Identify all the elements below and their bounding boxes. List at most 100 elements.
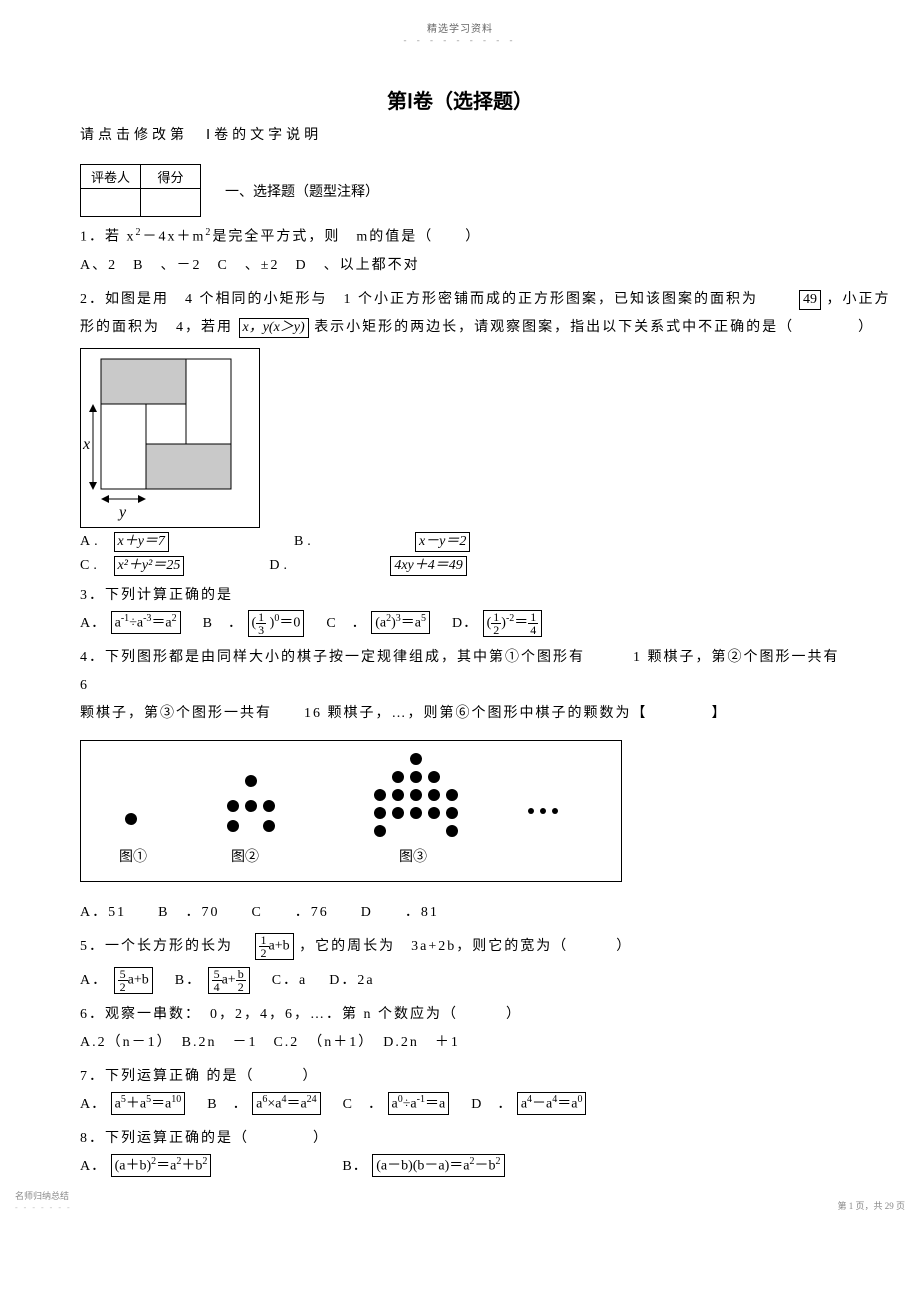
q3-d-box: (12)-2＝14 — [483, 610, 543, 637]
q4-fig-l2: 图② — [231, 849, 259, 865]
q5-stem-b: ，它的周长为 3a+2b，则它的宽为（ ） — [299, 939, 632, 954]
score-col-score: 得分 — [141, 165, 201, 189]
q2-box-49: 49 — [799, 290, 821, 310]
footer-left-dots: - - - - - - - — [15, 1203, 72, 1212]
q2-opt-c-label: C. — [80, 558, 106, 574]
q5-options: A． 52a+b B． 54a+b2 C．a D．2a — [80, 967, 840, 995]
q8-stem: 8．下列运算正确的是（ ） — [80, 1131, 329, 1146]
q7-a-m: ＋a — [126, 1097, 146, 1112]
q8-a-l: (a＋b) — [115, 1159, 152, 1174]
question-5: 5．一个长方形的长为 12a+b ，它的周长为 3a+2b，则它的宽为（ ） — [80, 933, 840, 961]
q7-a-box: a5＋a5＝a10 — [111, 1092, 186, 1115]
q2-line1-b: ，小正方 — [827, 292, 891, 307]
q2-opt-b-label: B. — [294, 534, 320, 550]
q5-a-fr: 52 — [118, 968, 128, 993]
q6-opts: A.2（n－1） B.2n －1 C.2 （n＋1） D.2n ＋1 — [80, 1035, 460, 1050]
q5-a-tail: a+b — [128, 973, 149, 988]
q2-opt-d: 4xy＋4＝49 — [390, 556, 466, 576]
q7-a-label: A． — [80, 1097, 106, 1112]
q2-opt-a: x＋y＝7 — [114, 532, 169, 552]
q8-a-label: A． — [80, 1159, 106, 1174]
q2-box-xy: x，y(x＞y) — [239, 318, 309, 338]
q3-d-frac2: 14 — [528, 611, 538, 636]
q5-b-label: B． — [175, 973, 202, 988]
q4-line1: 4．下列图形都是由同样大小的棋子按一定规律组成，其中第①个图形有 1 颗棋子，第… — [80, 650, 872, 693]
q6-stem: 6．观察一串数： 0，2，4，6，…．第 n 个数应为（ ） — [80, 1007, 522, 1022]
q3-a-s1: -1 — [121, 613, 129, 624]
q8-b-l: (a－b)(b－a)＝a — [376, 1159, 469, 1174]
q3-d-eq: ＝ — [514, 616, 528, 631]
q7-a-s3: 10 — [171, 1094, 181, 1105]
q7-c-label: C ． — [343, 1097, 383, 1112]
page: 精选学习资料 - - - - - - - - - 第Ⅰ卷（选择题） 请点击修改第… — [0, 0, 920, 1227]
q4-fig-l3: 图③ — [399, 849, 427, 865]
q2-opt-c: x²＋y²＝25 — [114, 556, 185, 576]
q7-b-label: B ． — [207, 1097, 247, 1112]
q2-figure-svg: x y — [81, 349, 259, 527]
q8-a-s3: 2 — [202, 1156, 207, 1167]
score-table: 评卷人 得分 — [80, 164, 201, 217]
footer-right: 第 1 页，共 29 页 — [837, 1199, 905, 1212]
q7-d-box: a4－a4＝a0 — [517, 1092, 587, 1115]
q7-c-m: ÷a — [403, 1097, 417, 1112]
svg-text:y: y — [117, 504, 127, 521]
q3-c-a: (a — [375, 616, 386, 631]
q3-d-frac1: 12 — [491, 611, 501, 636]
q2-options: A. x＋y＝7 B. x－y＝2 C. x²＋y²＝25 D. 4xy＋4＝4… — [80, 532, 840, 576]
q8-a-p: ＋b — [181, 1159, 202, 1174]
q2-line2-a: 形的面积为 4，若用 — [80, 320, 233, 335]
q3-b-frac: 13 — [256, 611, 266, 636]
q3-a-label: A． — [80, 616, 106, 631]
q3-c-box: (a2)3＝a5 — [371, 611, 430, 634]
q5-fr1: 12 — [259, 934, 269, 959]
q3-d-f2d: 4 — [528, 624, 538, 636]
q7-d-m: －a — [532, 1097, 552, 1112]
q1-stem-c: 是完全平方式，则 m的值是（ ） — [212, 230, 481, 245]
q5-stem-box: 12a+b — [255, 933, 294, 960]
footer-left: 名师归纳总结 - - - - - - - — [15, 1189, 72, 1212]
top-header-dots: - - - - - - - - - — [80, 35, 840, 45]
q7-a-eq: ＝a — [151, 1097, 171, 1112]
q7-c-s2: -1 — [417, 1094, 425, 1105]
q3-a-s3: 2 — [172, 613, 177, 624]
q5-a-box: 52a+b — [114, 967, 153, 994]
q7-b-s3: 24 — [307, 1094, 317, 1105]
q7-b-eq: ＝a — [286, 1097, 306, 1112]
q7-c-eq: ＝a — [425, 1097, 445, 1112]
q3-b-fr-d: 3 — [256, 624, 266, 636]
q8-a-eq: ＝a — [156, 1159, 176, 1174]
q5-a-fr-d: 2 — [118, 981, 128, 993]
q4-figure: 图① 图② 图③ — [80, 740, 622, 882]
section-instruction: 请点击修改第 Ⅰ卷的文字说明 — [80, 124, 840, 144]
q2-line2-b: 表示小矩形的两边长，请观察图案，指出以下关系式中不正确的是（ ） — [314, 320, 874, 335]
q7-c-box: a0÷a-1＝a — [388, 1092, 450, 1115]
q3-stem: 3．下列计算正确的是 — [80, 588, 233, 603]
q5-fr1-tail: a+b — [269, 939, 290, 954]
q1-sup-1: 2 — [136, 227, 143, 238]
q3-b-label: B ． — [203, 616, 243, 631]
q3-d-label: D． — [452, 616, 478, 631]
q1-stem-a: 1．若 x — [80, 230, 136, 245]
q8-b-m: －b — [475, 1159, 496, 1174]
question-8: 8．下列运算正确的是（ ） A． (a＋b)2＝a2＋b2 B． (a－b)(b… — [80, 1125, 840, 1181]
q5-c: C．a — [272, 973, 308, 988]
q5-b-f1d: 4 — [212, 981, 222, 993]
q5-b-f2d: 2 — [236, 981, 246, 993]
q7-stem: 7．下列运算正确 的是（ ） — [80, 1069, 319, 1084]
q8-b-label: B． — [342, 1159, 367, 1174]
question-7: 7．下列运算正确 的是（ ） A． a5＋a5＝a10 B ． a6×a4＝a2… — [80, 1063, 840, 1119]
section-title: 第Ⅰ卷（选择题） — [80, 85, 840, 114]
q4-line2: 颗棋子，第③个图形一共有 16 颗棋子，…，则第⑥个图形中棋子的颗数为【 】 — [80, 706, 728, 721]
q3-b-box: (13 )0＝0 — [248, 610, 305, 637]
q7-d-label: D ． — [471, 1097, 512, 1112]
question-3: 3．下列计算正确的是 A． a-1÷a-3＝a2 B ． (13 )0＝0 C … — [80, 582, 840, 638]
score-blank-1 — [81, 189, 141, 217]
q3-c-s3: 5 — [421, 613, 426, 624]
score-col-reviewer: 评卷人 — [81, 165, 141, 189]
question-4: 4．下列图形都是由同样大小的棋子按一定规律组成，其中第①个图形有 1 颗棋子，第… — [80, 644, 840, 728]
q3-b-eq: ＝0 — [279, 616, 300, 631]
q5-b-fr1: 54 — [212, 968, 222, 993]
score-row: 评卷人 得分 一、选择题（题型注释） — [80, 164, 840, 217]
q7-d-s3: 0 — [577, 1094, 582, 1105]
q4-options: A．51 B ．70 C ．76 D ．81 — [80, 899, 840, 927]
